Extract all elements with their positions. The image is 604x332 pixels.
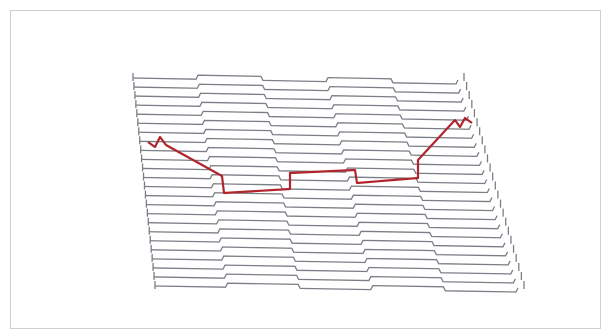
- wire-row: [144, 183, 490, 194]
- wire-row: [137, 119, 472, 130]
- wire-row: [149, 228, 503, 239]
- wire-row: [133, 83, 462, 94]
- wire-row: [147, 210, 498, 221]
- wire-row: [154, 282, 519, 293]
- wire-row: [135, 101, 467, 112]
- wire-row: [148, 219, 501, 230]
- wire-row: [145, 192, 493, 203]
- wire-row: [153, 264, 514, 275]
- wire-row: [136, 110, 470, 121]
- wire-row: [151, 246, 509, 257]
- red-path: [147, 116, 473, 195]
- wire-row: [132, 74, 459, 85]
- wire-row: [134, 92, 464, 103]
- wire-row: [142, 164, 485, 176]
- wire-row: [152, 255, 511, 266]
- wire-row: [140, 146, 480, 158]
- wire-row: [150, 237, 506, 248]
- wire-row: [138, 128, 475, 139]
- wire-row: [141, 155, 483, 167]
- wire-row: [154, 273, 516, 284]
- wire-row: [143, 174, 488, 185]
- border: [10, 10, 601, 329]
- wire-row: [146, 201, 496, 212]
